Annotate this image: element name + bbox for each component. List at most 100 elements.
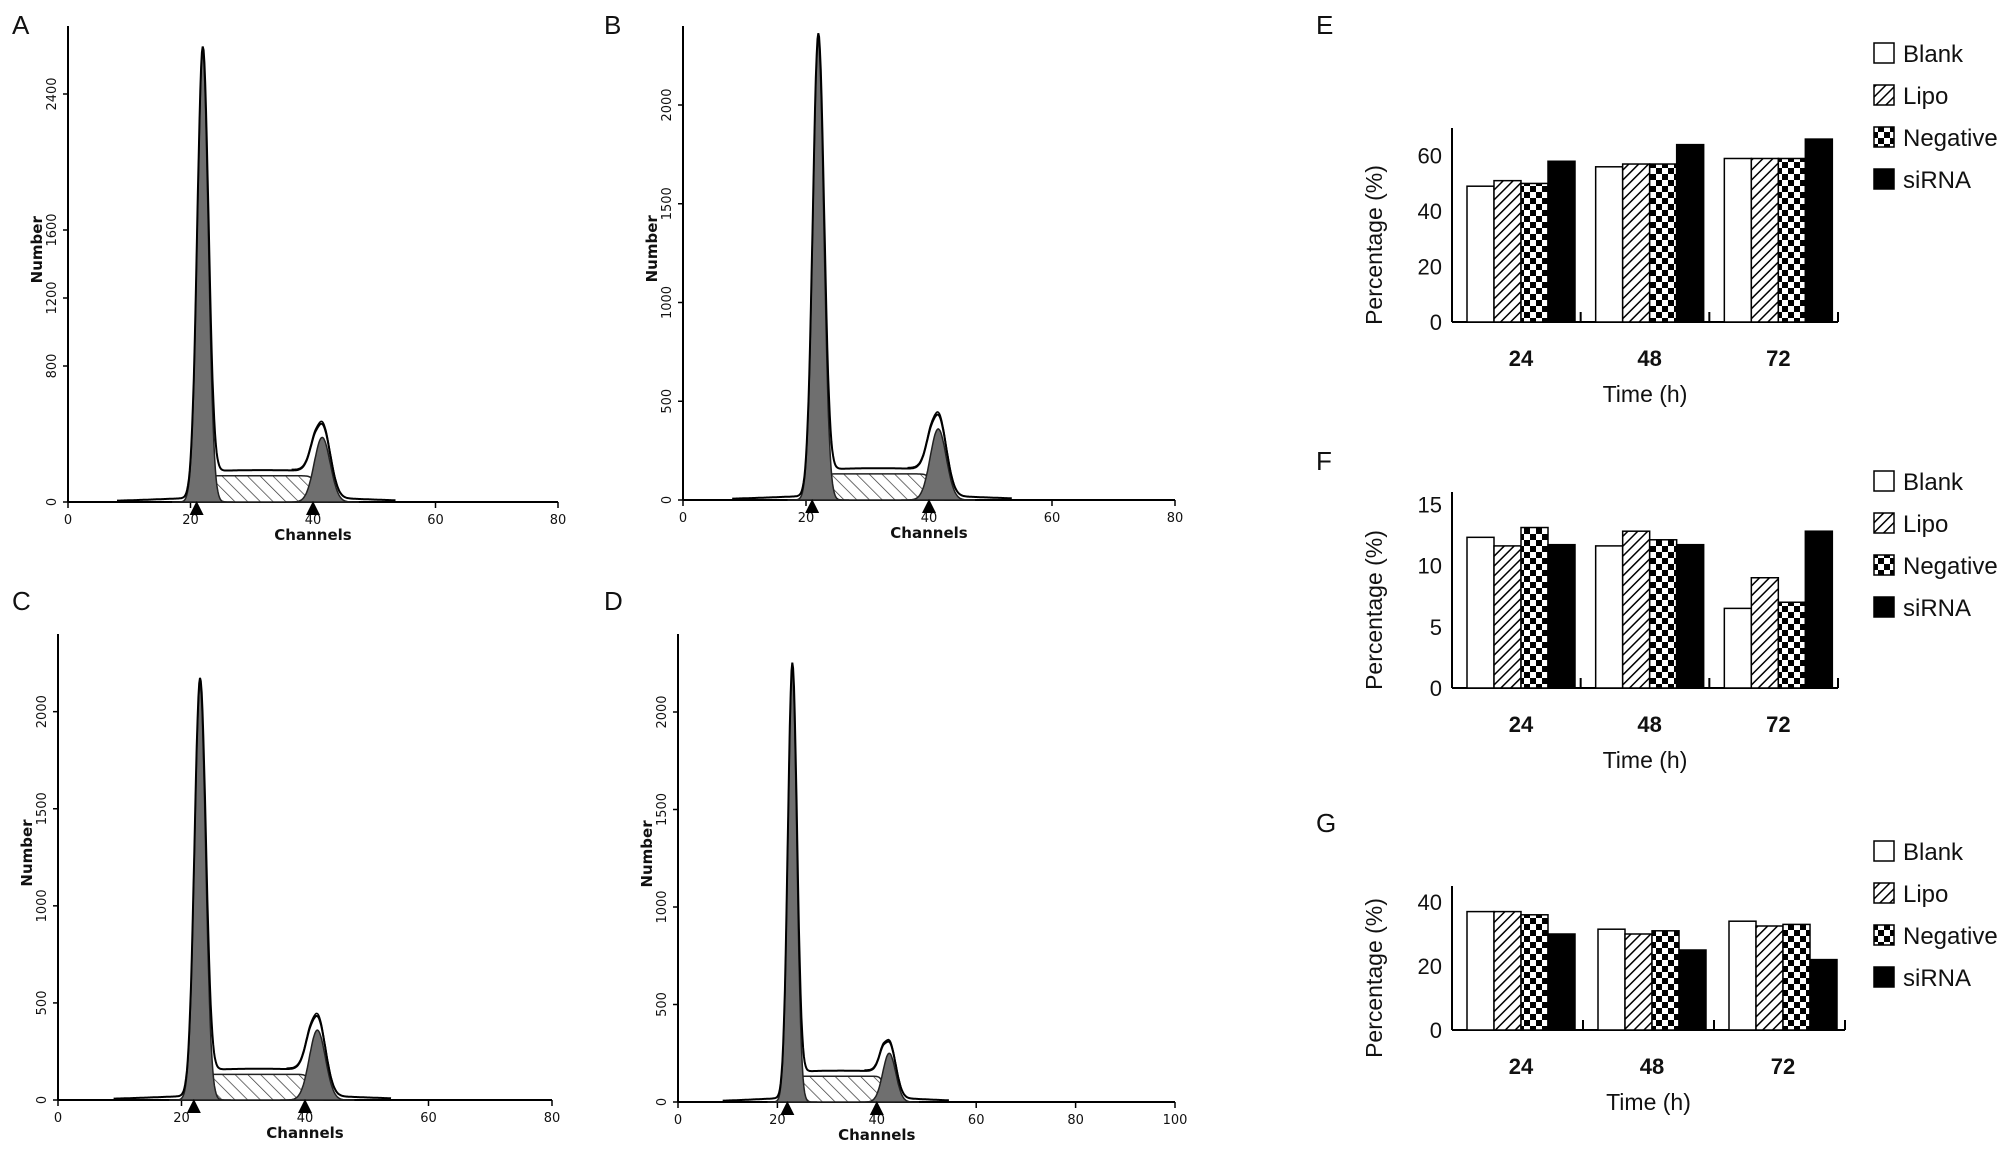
legend-swatch (1873, 168, 1895, 190)
y-tick-label: 1500 (655, 793, 670, 826)
panel-label-e: E (1316, 10, 1333, 40)
y-tick-label: 20 (1418, 954, 1442, 979)
y-tick-label: 0 (45, 498, 60, 506)
y-axis-label: Percentage (%) (1361, 898, 1387, 1058)
bar (1809, 958, 1838, 1031)
g2-peak (859, 1052, 919, 1103)
panel-label-f: F (1316, 446, 1332, 476)
legend-swatch (1873, 42, 1895, 64)
y-tick-label: 1000 (660, 286, 675, 319)
bar-chart-e: 0 20 40 60 24 48 72 Time (h) Percentage (%) Blank… (1361, 41, 1998, 407)
y-axis-label: Percentage (%) (1361, 165, 1387, 325)
x-tick-label: 72 (1766, 346, 1790, 371)
y-tick-label: 60 (1418, 144, 1442, 169)
bar (1648, 163, 1678, 323)
bar (1728, 920, 1757, 1031)
bar (1621, 163, 1651, 323)
bar (1493, 545, 1522, 689)
y-tick-label: 1000 (655, 890, 670, 923)
y-tick-label: 500 (655, 992, 670, 1017)
bar (1723, 607, 1753, 689)
bar (1547, 543, 1576, 689)
envelope-curve (286, 1012, 349, 1098)
legend-swatch (1873, 470, 1895, 492)
g2-peak (280, 1029, 355, 1101)
y-tick-label: 800 (45, 354, 60, 379)
x-tick-label: 60 (420, 1111, 437, 1126)
bar (1782, 923, 1811, 1031)
panel-label-b: B (604, 10, 621, 40)
y-tick-label: 1000 (35, 889, 50, 922)
bar-chart-g: 0 20 40 24 48 72 Time (h) Percentage (%) Blank Li… (1361, 839, 1998, 1115)
y-tick-label: 40 (1418, 890, 1442, 915)
g1-peak (787, 40, 849, 501)
bar (1547, 933, 1576, 1031)
legend-swatch (1873, 882, 1895, 904)
bar (1648, 539, 1678, 689)
legend-label: Lipo (1903, 511, 1948, 538)
x-tick-label: 60 (427, 513, 444, 528)
bar (1597, 928, 1626, 1031)
legend-label: Lipo (1903, 83, 1948, 110)
bar (1777, 157, 1807, 323)
x-tick-label: 20 (798, 511, 815, 526)
bar (1804, 138, 1834, 323)
peak-marker (298, 1099, 312, 1113)
y-tick-label: 0 (655, 1098, 670, 1106)
s-phase-area (787, 1075, 895, 1103)
x-tick-label: 20 (769, 1113, 786, 1128)
bar (1750, 157, 1780, 323)
x-axis-label: Time (h) (1603, 747, 1688, 773)
y-axis-label: Number (638, 820, 656, 888)
peak-marker (805, 499, 820, 513)
x-tick-label: 48 (1637, 346, 1661, 371)
y-tick-label: 0 (660, 496, 675, 504)
y-axis-label: Percentage (%) (1361, 530, 1387, 690)
x-tick-label: 72 (1766, 712, 1790, 737)
x-tick-label: 60 (1044, 511, 1061, 526)
x-tick-label: 0 (54, 1111, 62, 1126)
bar (1594, 166, 1624, 323)
histogram-b: 0 20 40 60 80 0 500 1000 1500 2000 Channels Number (643, 26, 1183, 542)
x-axis-label: Time (h) (1606, 1089, 1691, 1115)
x-tick-label: 72 (1771, 1054, 1795, 1079)
g1-peak (767, 669, 818, 1103)
legend-swatch (1873, 126, 1895, 148)
bar (1777, 601, 1807, 689)
x-axis-label: Channels (890, 524, 967, 542)
bar (1520, 182, 1549, 323)
legend-swatch (1873, 840, 1895, 862)
bar (1804, 530, 1834, 689)
y-tick-label: 15 (1418, 492, 1442, 517)
y-tick-label: 40 (1418, 199, 1442, 224)
panel-label-g: G (1316, 808, 1336, 838)
legend-label: siRNA (1903, 965, 1971, 992)
bar (1678, 949, 1707, 1031)
x-tick-label: 48 (1637, 712, 1661, 737)
envelope-curve (117, 46, 396, 502)
g1-peak (172, 53, 234, 503)
peak-marker (306, 501, 320, 515)
bar (1675, 543, 1705, 689)
legend-swatch (1873, 554, 1895, 576)
histogram-c: 0 20 40 60 80 0 500 1000 1500 2000 Channels Number (18, 634, 560, 1142)
g1-peak (169, 684, 231, 1101)
legend-swatch (1873, 84, 1895, 106)
bar (1493, 910, 1522, 1031)
y-tick-label: 0 (1430, 1018, 1442, 1043)
panel-label-d: D (604, 586, 623, 616)
peak-marker (189, 501, 204, 515)
bar (1750, 577, 1780, 689)
envelope-curve (907, 411, 970, 498)
y-tick-label: 2000 (660, 88, 675, 121)
x-tick-label: 80 (1167, 511, 1184, 526)
y-tick-label: 0 (1430, 310, 1442, 335)
x-tick-label: 0 (679, 511, 687, 526)
legend-swatch (1873, 512, 1895, 534)
x-tick-label: 80 (544, 1111, 561, 1126)
legend-swatch (1873, 924, 1895, 946)
y-tick-label: 1600 (45, 213, 60, 246)
envelope-curve (113, 677, 392, 1100)
y-tick-label: 20 (1418, 255, 1442, 280)
